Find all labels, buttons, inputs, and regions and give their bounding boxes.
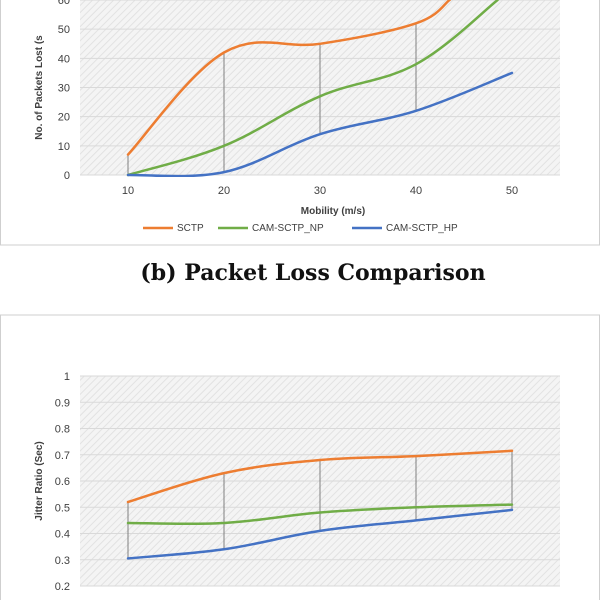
y-tick-label: 20 <box>58 112 70 124</box>
packet-loss-chart: 0 10 20 30 40 50 60 10 20 30 40 50 No. of Packets Lo… <box>34 0 560 234</box>
y-axis-title: No. of Packets Lost (s <box>34 35 45 140</box>
x-tick-label: 50 <box>506 185 518 197</box>
series-line-cam-sctp_np <box>126 0 499 177</box>
y-tick-label: 0.3 <box>55 555 70 567</box>
legend-label: SCTP <box>177 223 204 234</box>
series-line-sctp <box>126 449 514 504</box>
y-tick-label: 0.5 <box>55 502 70 514</box>
y-tick-label: 0.9 <box>55 397 70 409</box>
y-tick-label: 1 <box>64 371 70 383</box>
y-tick-label: 10 <box>58 141 70 153</box>
legend-label: CAM-SCTP_NP <box>252 223 324 234</box>
legend-label: CAM-SCTP_HP <box>386 223 458 234</box>
series-line-cam-sctp_hp <box>126 508 514 560</box>
x-tick-label: 40 <box>410 185 422 197</box>
plot-content <box>126 449 514 560</box>
x-tick-label: 10 <box>122 185 134 197</box>
y-tick-label: 60 <box>58 0 70 7</box>
y-tick-label: 40 <box>58 53 70 65</box>
figure-caption: (b) Packet Loss Comparison <box>140 260 485 286</box>
series-line-sctp <box>126 0 451 156</box>
x-axis-title: Mobility (m/s) <box>301 206 365 217</box>
series-line-cam-sctp_hp <box>126 71 514 177</box>
y-tick-label: 50 <box>58 24 70 36</box>
y-tick-label: 0 <box>64 170 70 182</box>
x-tick-label: 30 <box>314 185 326 197</box>
plot-content <box>126 0 514 177</box>
y-tick-label: 0.7 <box>55 450 70 462</box>
y-tick-label: 30 <box>58 83 70 95</box>
y-tick-label: 0.2 <box>55 581 70 593</box>
jitter-ratio-chart: 0.2 0.3 0.4 0.5 0.6 0.7 0.8 0.9 1 Jitter Ratio (S… <box>34 371 560 593</box>
legend: SCTP CAM-SCTP_NP CAM-SCTP_HP <box>143 223 458 234</box>
y-tick-label: 0.8 <box>55 424 70 436</box>
x-tick-label: 20 <box>218 185 230 197</box>
y-tick-label: 0.6 <box>55 476 70 488</box>
y-axis-title: Jitter Ratio (Sec) <box>34 441 45 520</box>
y-tick-label: 0.4 <box>55 529 70 541</box>
series-line-cam-sctp_np <box>126 503 514 526</box>
